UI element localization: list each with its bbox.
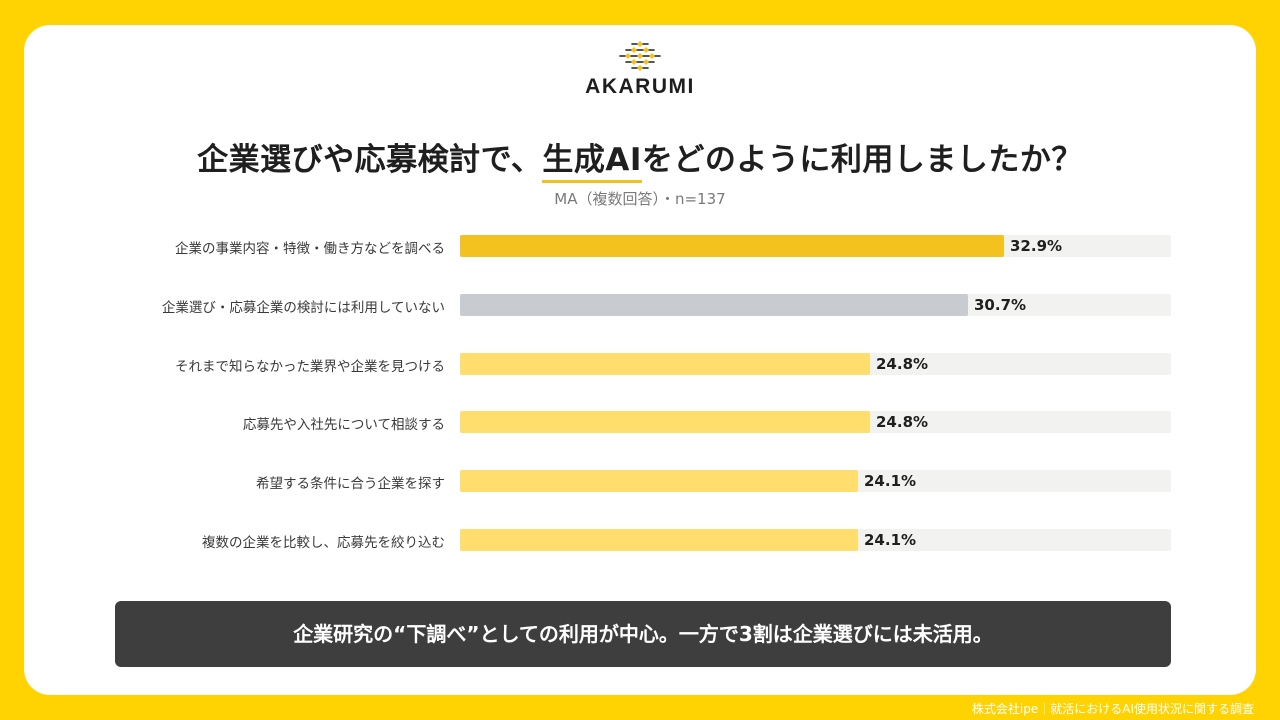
category-label: 応募先や入社先について相談する [242, 417, 445, 433]
value-label: 24.1% [864, 531, 917, 549]
chart-title: 企業選びや応募検討で、生成AIをどのように利用しましたか？ [0, 134, 1280, 183]
category-label: それまで知らなかった業界や企業を見つける [175, 359, 445, 375]
title-after: をどのように利用しましたか？ [641, 142, 1083, 178]
summary-banner: 企業研究の“下調べ”としての利用が中心。一方で3割は企業選びには未活用。 [115, 601, 1171, 667]
value-label: 24.8% [876, 413, 929, 431]
bar [460, 294, 968, 316]
title-before: 企業選びや応募検討で、 [197, 142, 543, 178]
category-label: 希望する条件に合う企業を探す [256, 476, 445, 492]
category-label: 企業選び・応募企業の検討には利用していない [161, 300, 445, 316]
bar [460, 529, 858, 551]
bar [460, 235, 1004, 257]
title-highlight: 生成AI [542, 142, 642, 183]
bar [460, 470, 858, 492]
category-label: 複数の企業を比較し、応募先を絞り込む [202, 535, 445, 551]
brand-logo: AKARUMI [0, 40, 1280, 99]
category-label: 企業の事業内容・特徴・働き方などを調べる [175, 241, 445, 257]
value-label: 32.9% [1010, 237, 1063, 255]
bar [460, 411, 870, 433]
brand-name: AKARUMI [585, 75, 695, 98]
value-label: 24.1% [864, 472, 917, 490]
value-label: 24.8% [876, 355, 929, 373]
source-footer: 株式会社ipe｜就活におけるAI使用状況に関する調査 [971, 702, 1254, 716]
chart-subtitle: MA（複数回答）・n=137 [554, 190, 726, 208]
value-label: 30.7% [974, 296, 1027, 314]
akarumi-lattice-icon [619, 41, 661, 71]
bar [460, 353, 870, 375]
